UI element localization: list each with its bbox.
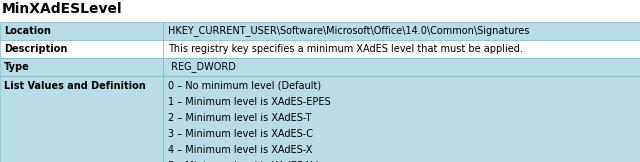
Bar bbox=[0, 40, 163, 58]
Text: MinXAdESLevel: MinXAdESLevel bbox=[2, 2, 123, 16]
Bar bbox=[163, 40, 640, 58]
Bar bbox=[163, 58, 640, 76]
Text: Description: Description bbox=[4, 44, 67, 54]
Text: List Values and Definition: List Values and Definition bbox=[4, 81, 146, 91]
Text: 0 – No minimum level (Default): 0 – No minimum level (Default) bbox=[168, 81, 321, 91]
Bar bbox=[163, 22, 640, 40]
Bar bbox=[0, 22, 163, 40]
Bar bbox=[0, 58, 163, 76]
Text: 1 – Minimum level is XAdES-EPES: 1 – Minimum level is XAdES-EPES bbox=[168, 97, 331, 107]
Text: HKEY_CURRENT_USER\Software\Microsoft\Office\14.0\Common\Signatures: HKEY_CURRENT_USER\Software\Microsoft\Off… bbox=[168, 26, 529, 36]
Text: Type: Type bbox=[4, 62, 29, 72]
Text: 4 – Minimum level is XAdES-X: 4 – Minimum level is XAdES-X bbox=[168, 145, 312, 155]
Bar bbox=[163, 76, 640, 162]
Text: 3 – Minimum level is XAdES-C: 3 – Minimum level is XAdES-C bbox=[168, 129, 313, 139]
Text: Location: Location bbox=[4, 26, 51, 36]
Text: 2 – Minimum level is XAdES-T: 2 – Minimum level is XAdES-T bbox=[168, 113, 312, 123]
Text: REG_DWORD: REG_DWORD bbox=[168, 62, 236, 72]
Text: 5 – Minimum level is XAdES-X-L: 5 – Minimum level is XAdES-X-L bbox=[168, 161, 321, 162]
Text: This registry key specifies a minimum XAdES level that must be applied.: This registry key specifies a minimum XA… bbox=[168, 44, 523, 54]
Bar bbox=[0, 76, 163, 162]
